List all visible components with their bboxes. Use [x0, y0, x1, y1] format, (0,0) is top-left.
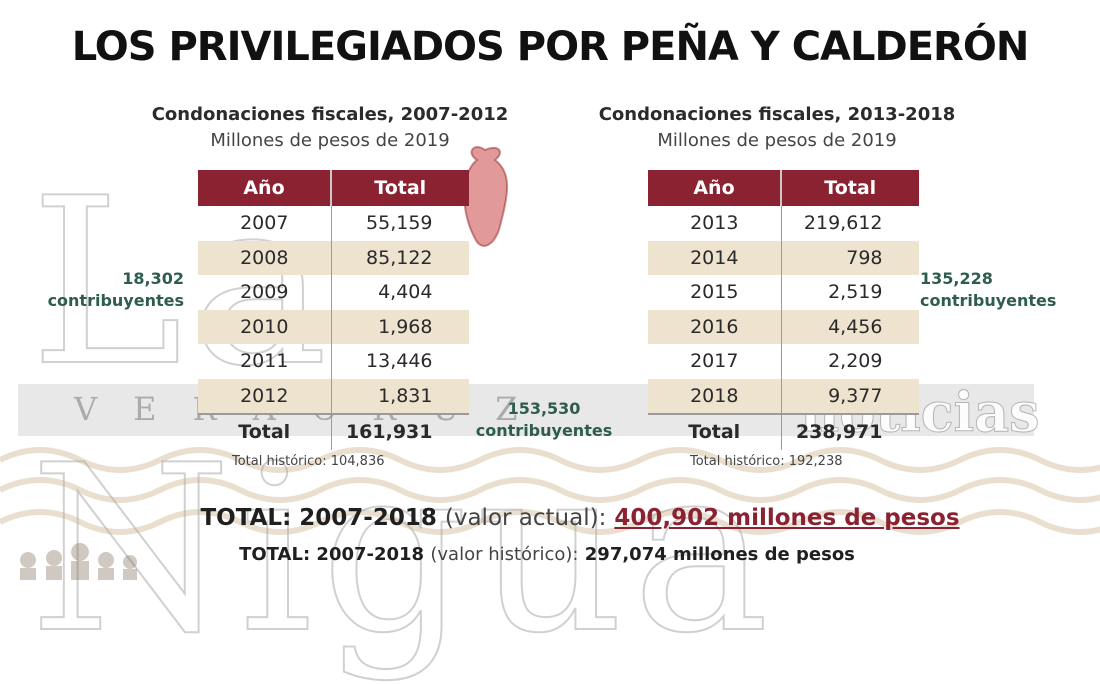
table-row: 2016 4,456 — [648, 309, 919, 344]
right-condonation-table: Año Total 2013 219,612 2014 798 2015 2,5… — [648, 170, 919, 450]
total-label: Total — [648, 413, 782, 450]
row-total: 9,377 — [781, 378, 919, 414]
left-contributors-number: 18,302 — [122, 269, 184, 288]
row-total: 55,159 — [366, 212, 433, 235]
right-table-units: Millones de pesos de 2019 — [657, 130, 897, 151]
middle-contributors: 153,530 contribuyentes — [460, 398, 628, 442]
left-historic-total: Total histórico: 104,836 — [232, 454, 385, 469]
table-row: 2018 9,377 — [648, 378, 919, 414]
chili-icon — [463, 146, 509, 247]
row-year: 2010 — [198, 309, 332, 344]
row-year: 2013 — [648, 206, 782, 241]
middle-contributors-number: 153,530 — [507, 399, 581, 418]
grand-total-historic-note: (valor histórico): — [430, 544, 579, 565]
total-value: 161,931 — [331, 413, 469, 450]
table-total-row: Total 238,971 — [648, 413, 919, 450]
row-year: 2014 — [648, 240, 782, 275]
row-year: 2009 — [198, 275, 332, 310]
middle-contributors-label: contribuyentes — [475, 421, 613, 440]
row-year: 2007 — [198, 206, 332, 241]
right-table-title: Condonaciones fiscales, 2013-2018 — [598, 104, 956, 125]
right-contributors-label: contribuyentes — [920, 291, 1057, 310]
row-total: 1,831 — [331, 378, 469, 414]
row-total: 85,122 — [331, 240, 469, 275]
grand-total-current: TOTAL: 2007-2018 (valor actual): 400,902… — [0, 505, 1100, 531]
grand-total-historic: TOTAL: 2007-2018 (valor histórico): 297,… — [0, 544, 1094, 565]
grand-total-historic-prefix: TOTAL: 2007-2018 — [239, 544, 425, 565]
grand-total-current-prefix: TOTAL: 2007-2018 — [200, 505, 437, 531]
row-total: 219,612 — [803, 212, 883, 235]
row-year: 2017 — [648, 344, 782, 379]
table-row: 2012 1,831 — [198, 378, 469, 414]
grand-total-current-note: (valor actual): — [444, 505, 607, 531]
row-total: 2,209 — [828, 350, 883, 373]
page-headline: LOS PRIVILEGIADOS POR PEÑA Y CALDERÓN — [71, 24, 1030, 70]
right-contributors: 135,228 contribuyentes — [920, 268, 1080, 312]
table-row: 2017 2,209 — [648, 344, 919, 379]
row-year: 2008 — [198, 240, 332, 275]
portraits-decoration — [20, 543, 137, 580]
table-row: 2008 85,122 — [198, 240, 469, 275]
row-total: 2,519 — [828, 281, 883, 304]
right-col-total: Total — [781, 170, 919, 206]
row-total: 4,404 — [378, 281, 433, 304]
left-table-title: Condonaciones fiscales, 2007-2012 — [151, 104, 509, 125]
grand-total-current-value: 400,902 millones de pesos — [614, 505, 960, 531]
table-row: 2007 55,159 — [198, 206, 469, 241]
table-row: 2014 798 — [648, 240, 919, 275]
row-total: 13,446 — [366, 350, 433, 373]
table-row: 2011 13,446 — [198, 344, 469, 379]
row-year: 2011 — [198, 344, 332, 379]
left-condonation-table: Año Total 2007 55,159 2008 85,122 2009 4… — [198, 170, 469, 450]
right-historic-total: Total histórico: 192,238 — [690, 454, 843, 469]
right-contributors-number: 135,228 — [920, 269, 993, 288]
table-row: 2015 2,519 — [648, 275, 919, 310]
left-col-total: Total — [331, 170, 469, 206]
row-year: 2012 — [198, 378, 332, 414]
left-col-year: Año — [198, 170, 332, 206]
row-year: 2018 — [648, 378, 782, 414]
row-total: 4,456 — [781, 309, 919, 344]
table-total-row: Total 161,931 — [198, 413, 469, 450]
total-value: 238,971 — [781, 413, 919, 450]
row-total: 798 — [781, 240, 919, 275]
table-row: 2009 4,404 — [198, 275, 469, 310]
right-col-year: Año — [648, 170, 782, 206]
row-year: 2015 — [648, 275, 782, 310]
table-row: 2010 1,968 — [198, 309, 469, 344]
grand-total-historic-value: 297,074 millones de pesos — [584, 544, 855, 565]
row-year: 2016 — [648, 309, 782, 344]
left-contributors-label: contribuyentes — [47, 291, 184, 310]
left-table-units: Millones de pesos de 2019 — [210, 130, 450, 151]
table-row: 2013 219,612 — [648, 206, 919, 241]
total-label: Total — [198, 413, 332, 450]
row-total: 1,968 — [331, 309, 469, 344]
left-contributors: 18,302 contribuyentes — [20, 268, 184, 312]
